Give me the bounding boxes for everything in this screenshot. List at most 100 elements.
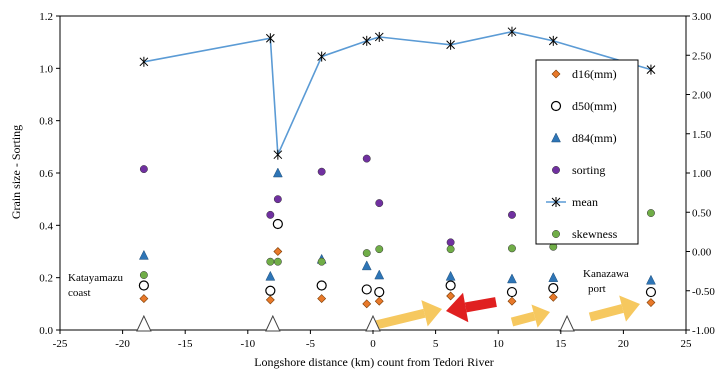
x-tick-label: -25: [53, 338, 68, 350]
data-point: [548, 35, 558, 46]
series-mean: [139, 26, 656, 160]
annotation-katayamazu: Katayamazu: [68, 272, 123, 284]
legend-label: sorting: [572, 163, 605, 177]
series-d50-mm-: [138, 218, 657, 298]
data-point: [446, 245, 455, 254]
axes: -25 -20 -15 -10 -5 0 5 10 15 20 25 0.0 0.2 0.4 0.6 0.8 1…: [39, 11, 715, 350]
data-point: [646, 209, 655, 217]
data-point: [446, 238, 455, 247]
data-point: [507, 273, 517, 284]
data-point: [548, 272, 559, 282]
river-mouth-marker: [559, 314, 575, 332]
series-layer: [138, 26, 657, 309]
data-point: [548, 292, 558, 302]
y2-tick-label: 1.00: [692, 168, 712, 180]
data-point: [273, 257, 282, 266]
x-tick-label: -10: [240, 338, 255, 350]
data-point: [445, 270, 456, 281]
x-tick-label: 25: [681, 338, 693, 350]
legend-marker: [552, 230, 560, 238]
y-tick-label: 0.8: [39, 116, 53, 128]
data-point: [646, 274, 656, 285]
flow-arrow-shaft: [464, 297, 497, 313]
data-point: [317, 51, 327, 62]
data-point: [446, 39, 455, 50]
x-axis-title: Longshore distance (km) count from Tedor…: [254, 355, 494, 369]
data-point: [362, 299, 372, 309]
y2-tick-label: 1.50: [692, 129, 712, 141]
data-point: [139, 271, 148, 279]
y2-tick-label: 2.00: [692, 90, 712, 102]
y2-tick-label: 3.00: [692, 11, 712, 23]
x-tick-label: -20: [115, 338, 130, 350]
data-point: [316, 280, 327, 291]
data-point: [362, 249, 371, 258]
sediment-arrow-1-shaft: [374, 308, 426, 330]
data-point: [272, 167, 283, 178]
data-point: [361, 260, 372, 271]
sediment-arrow-3-head: [619, 295, 640, 322]
data-point: [317, 257, 326, 266]
data-point: [265, 270, 276, 281]
legend-marker: [550, 100, 562, 112]
y2-tick-label: -0.50: [692, 286, 715, 298]
y-tick-label: 1.2: [39, 11, 53, 23]
annotations: Katayamazu coast Kanazawa port: [68, 268, 629, 299]
legend-label: skewness: [572, 227, 618, 241]
data-point: [317, 167, 326, 176]
annotation-coast: coast: [68, 287, 91, 299]
y-tick-label: 0.6: [39, 168, 53, 180]
data-point: [265, 285, 276, 296]
annotation-kanazawa: Kanazawa: [583, 268, 629, 280]
data-point: [507, 26, 517, 37]
data-point: [272, 218, 283, 230]
data-point: [445, 280, 456, 291]
legend-label: d84(mm): [572, 131, 617, 145]
data-point: [375, 245, 384, 254]
sediment-arrow-1-head: [421, 300, 442, 327]
data-point: [646, 298, 656, 307]
legend-label: d16(mm): [572, 67, 617, 81]
data-point: [138, 249, 149, 260]
y2-tick-label: 2.50: [692, 50, 712, 62]
y2-tick-label: 0.50: [692, 207, 712, 219]
arrow-layer: [136, 292, 640, 332]
data-point: [361, 284, 372, 295]
data-point: [374, 31, 384, 42]
legend-marker: [551, 132, 561, 143]
data-point: [506, 286, 518, 298]
y2-tick-label: 0.00: [692, 247, 712, 259]
data-point: [273, 247, 283, 256]
data-point: [139, 294, 149, 304]
series-d16-mm-: [139, 247, 656, 309]
data-point: [375, 199, 384, 208]
data-point: [548, 283, 559, 294]
x-tick-label: -5: [306, 338, 316, 350]
data-point: [265, 33, 275, 44]
data-point: [273, 149, 283, 160]
data-point: [362, 35, 372, 46]
y-tick-label: 0.0: [39, 325, 53, 337]
legend-marker: [552, 166, 560, 174]
sediment-arrow-2-head: [531, 304, 550, 328]
legend-label: d50(mm): [572, 99, 617, 113]
x-tick-label: 10: [493, 338, 505, 350]
data-point: [508, 210, 516, 219]
series-skewness: [139, 209, 655, 279]
flow-arrow-head: [446, 292, 469, 323]
data-point: [317, 294, 327, 304]
data-point: [374, 296, 384, 306]
y2-tick-label: -1.00: [692, 325, 715, 337]
legend: d16(mm) d50(mm) d84(mm) sorting mean skewness: [535, 59, 639, 245]
x-tick-label: 15: [555, 338, 567, 350]
data-point: [374, 269, 385, 280]
sediment-arrow-2-shaft: [510, 311, 536, 327]
data-point: [362, 154, 371, 163]
data-point: [374, 286, 385, 298]
y-axis-title: Grain size - Sorting: [9, 125, 23, 219]
legend-marker: [551, 69, 561, 79]
data-point: [139, 165, 148, 174]
y-tick-label: 0.2: [39, 273, 53, 285]
x-tick-label: 5: [433, 338, 439, 350]
